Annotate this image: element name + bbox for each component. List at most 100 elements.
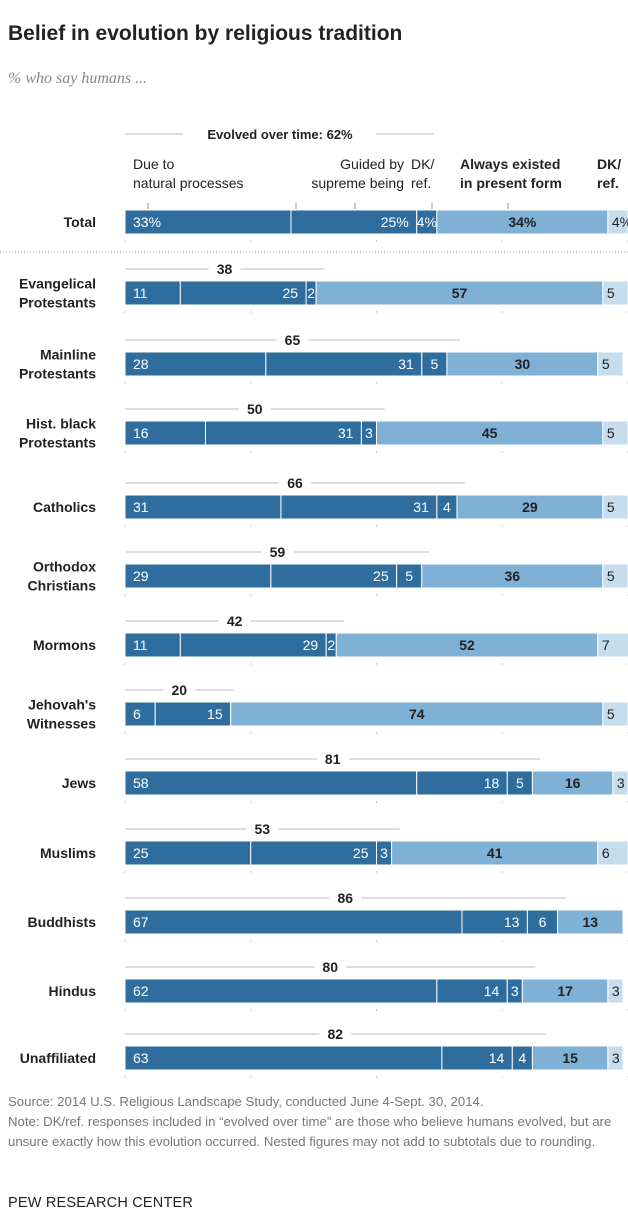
category-label: Jews	[62, 775, 96, 791]
bar-segment	[597, 840, 628, 866]
bar-segment	[436, 978, 508, 1004]
bar-segment	[597, 632, 628, 658]
category-label: Protestants	[19, 295, 96, 311]
data-label: 5	[607, 425, 615, 441]
legend-label: Guided by	[340, 156, 404, 172]
bar-segment	[124, 1045, 443, 1071]
data-label: 15	[562, 1050, 578, 1066]
bar-segment	[607, 978, 624, 1004]
bar-segment	[280, 494, 438, 520]
category-label: Hist. black	[26, 416, 96, 432]
data-label: 31	[338, 425, 354, 441]
data-label: 4	[443, 499, 451, 515]
category-label: Buddhists	[28, 914, 97, 930]
data-label: 6	[539, 914, 547, 930]
bar-segment	[124, 909, 463, 935]
data-label: 16	[565, 775, 581, 791]
data-label: 3	[365, 425, 373, 441]
subtotal-label: 80	[322, 959, 338, 975]
category-label: Evangelical	[19, 276, 96, 292]
legend-label: DK/	[597, 156, 621, 172]
data-label: 34%	[508, 214, 537, 230]
bar-segment	[557, 909, 624, 935]
category-label: Witnesses	[27, 716, 96, 732]
footer-notes: Source: 2014 U.S. Religious Landscape St…	[8, 1092, 623, 1152]
data-label: 6	[602, 845, 610, 861]
subtotal-label: 81	[325, 751, 341, 767]
bar-segment	[230, 701, 604, 727]
category-label: Mainline	[40, 347, 96, 363]
bar-segment	[456, 494, 604, 520]
data-label: 29	[133, 568, 149, 584]
legend-label: DK/	[411, 156, 434, 172]
chart-title: Belief in evolution by religious traditi…	[8, 22, 403, 45]
subtotal-label: 38	[217, 261, 233, 277]
bar-segment	[597, 351, 624, 377]
data-label: 5	[516, 775, 524, 791]
data-label: 15	[207, 706, 223, 722]
category-label: Unaffiliated	[20, 1050, 96, 1066]
data-label: 5	[602, 356, 610, 372]
data-label: 13	[504, 914, 520, 930]
category-label: Hindus	[49, 983, 97, 999]
subtotal-label: 20	[172, 682, 188, 698]
bar-segment	[124, 840, 252, 866]
data-label: 57	[452, 285, 468, 301]
bar-segment	[607, 209, 628, 235]
category-label: Total	[64, 214, 96, 230]
bar-segment	[607, 1045, 624, 1071]
bar-segment	[531, 1045, 609, 1071]
subtotal-label: 42	[227, 613, 243, 629]
data-label: 74	[409, 706, 425, 722]
bar-segment	[602, 420, 628, 446]
data-label: 5	[430, 356, 438, 372]
data-label: 33%	[133, 214, 161, 230]
data-label: 11	[133, 637, 148, 653]
data-label: 4%	[417, 214, 437, 230]
bar-segment	[124, 420, 206, 446]
data-label: 3	[380, 845, 388, 861]
category-label: Catholics	[33, 499, 96, 515]
bar-segment	[376, 420, 604, 446]
data-label: 67	[133, 914, 149, 930]
bar-segment	[124, 632, 181, 658]
category-label: Mormons	[33, 637, 96, 653]
bar-segment	[602, 563, 628, 589]
data-label: 62	[133, 983, 149, 999]
bar-segment	[250, 840, 377, 866]
data-label: 31	[133, 499, 149, 515]
data-label: 14	[484, 983, 500, 999]
subtotal-label: 66	[287, 475, 303, 491]
data-label: 2	[307, 285, 315, 301]
bar-segment	[124, 770, 418, 796]
brand-logo-text: PEW RESEARCH CENTER	[8, 1195, 194, 1211]
data-label: 3	[612, 1050, 620, 1066]
data-label: 28	[133, 356, 149, 372]
legend-label: Always existed	[460, 156, 560, 172]
category-label: Protestants	[19, 435, 96, 451]
data-label: 2	[327, 637, 335, 653]
data-label: 3	[612, 983, 620, 999]
bar-segment	[436, 209, 609, 235]
bar-segment	[335, 632, 599, 658]
bar-segment	[124, 494, 282, 520]
bar-segment	[124, 701, 156, 727]
bar-segment	[521, 978, 609, 1004]
subtotal-label: 59	[270, 544, 286, 560]
data-label: 3	[617, 775, 625, 791]
subtotal-label: 53	[255, 821, 271, 837]
legend-label: in present form	[460, 175, 562, 191]
data-label: 4%	[612, 214, 628, 230]
category-label: Protestants	[19, 366, 96, 382]
bar-segment	[441, 1045, 513, 1071]
data-label: 25	[283, 285, 299, 301]
bar-segment	[179, 632, 327, 658]
data-label: 25	[133, 845, 149, 861]
data-label: 25%	[381, 214, 409, 230]
data-label: 31	[413, 499, 429, 515]
data-label: 5	[607, 568, 615, 584]
data-label: 41	[487, 845, 503, 861]
data-label: 29	[522, 499, 538, 515]
legend-label: Due to	[133, 156, 174, 172]
subtotal-label: 82	[327, 1026, 343, 1042]
